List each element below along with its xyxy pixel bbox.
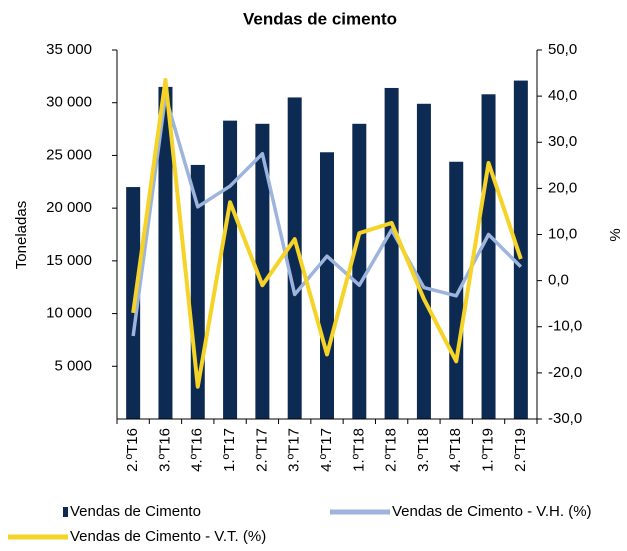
y-tick-label: 35 000 (46, 41, 92, 58)
bar (352, 123, 367, 420)
x-tick-label: 1.ºT17 (221, 428, 238, 472)
bar (416, 103, 431, 420)
y2-tick-label: 10,0 (548, 225, 577, 242)
y2-tick-label: -30,0 (548, 410, 582, 427)
bar (384, 87, 399, 419)
x-tick-label: 1.ºT19 (480, 428, 497, 472)
y-tick-label: 15 000 (46, 252, 92, 269)
x-tick-label: 2.ºT16 (124, 428, 141, 472)
y2-tick-label: 50,0 (548, 41, 577, 58)
y-tick-label: 5 000 (54, 357, 92, 374)
line-series (131, 77, 523, 389)
x-tick-label: 2.ºT19 (512, 428, 529, 472)
x-tick-label: 3.ºT18 (415, 428, 432, 472)
legend-label: Vendas de Cimento - V.T. (%) (70, 528, 266, 545)
bar (481, 94, 496, 419)
y-tick-label: 10 000 (46, 305, 92, 322)
x-tick-label: 2.ºT18 (383, 428, 400, 472)
x-tick-label: 1.ºT18 (350, 428, 367, 472)
x-tick-label: 4.ºT16 (189, 428, 206, 472)
line-series (131, 94, 523, 337)
bar (320, 152, 334, 419)
bar (513, 80, 528, 420)
y2-tick-label: 40,0 (548, 87, 577, 104)
bar (449, 161, 464, 420)
y-tick-label: 30 000 (46, 94, 92, 111)
y2-tick-label: -10,0 (548, 318, 582, 335)
y2-tick-label: 0,0 (548, 272, 569, 289)
legend-label: Vendas de Cimento (70, 503, 201, 520)
x-tick-label: 4.ºT18 (447, 428, 464, 472)
x-tick-label: 4.ºT17 (318, 428, 335, 472)
y2-tick-label: -20,0 (548, 364, 582, 381)
legend-label: Vendas de Cimento - V.H. (%) (392, 503, 592, 520)
bar (158, 86, 173, 420)
x-tick-label: 3.ºT17 (286, 428, 303, 472)
y2-axis-label: % (607, 228, 624, 241)
x-tick-label: 3.ºT16 (156, 428, 173, 472)
y-axis-label: Toneladas (13, 201, 30, 269)
bar (255, 123, 270, 420)
y2-tick-label: 20,0 (548, 179, 577, 196)
bar (287, 97, 302, 419)
x-tick-label: 2.ºT17 (253, 428, 270, 472)
y2-tick-label: 30,0 (548, 133, 577, 150)
bar (223, 120, 238, 419)
chart-title: Vendas de cimento (243, 9, 397, 28)
y-tick-label: 20 000 (46, 199, 92, 216)
y-tick-label: 25 000 (46, 146, 92, 163)
